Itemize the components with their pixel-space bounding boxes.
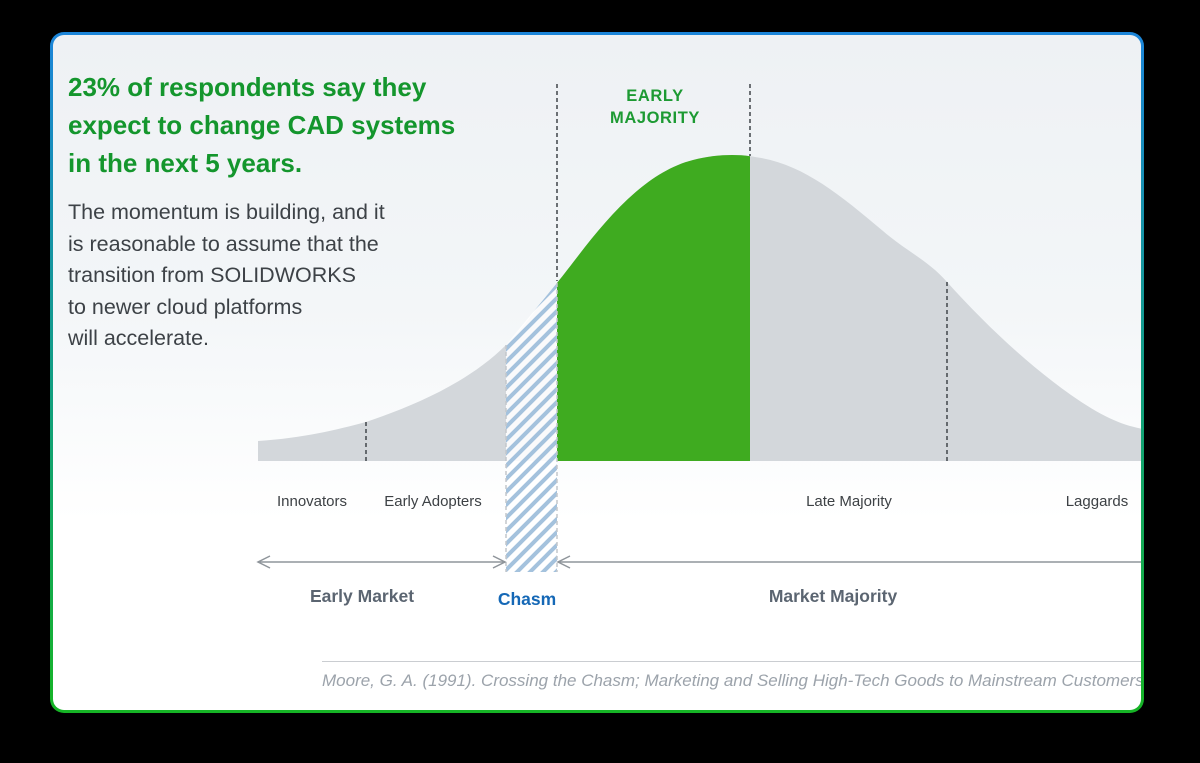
adoption-curve-diagram	[256, 84, 1141, 572]
segment-label-laggards: Laggards	[1065, 493, 1129, 510]
early-majority-annotation-line-2: MAJORITY	[609, 109, 701, 127]
chasm-label: Chasm	[497, 589, 557, 609]
headline: 23% of respondents say they expect to ch…	[68, 68, 498, 182]
segment-label-innovators: Innovators	[276, 493, 348, 510]
chasm-hatch	[506, 283, 557, 572]
slide-card: 23% of respondents say they expect to ch…	[53, 35, 1141, 710]
headline-line-3: in the next 5 years.	[68, 148, 303, 178]
body-line-1: The momentum is building, and it	[68, 200, 385, 224]
body-line-3: transition from SOLIDWORKS	[68, 263, 356, 287]
citation-divider: Moore, G. A. (1991). Crossing the Chasm;…	[322, 661, 1141, 691]
segment-label-early-adopters: Early Adopters	[384, 493, 482, 510]
citation-text: Moore, G. A. (1991). Crossing the Chasm;…	[322, 671, 1141, 690]
body-line-5: will accelerate.	[68, 326, 209, 350]
slide-card-gradient-border: 23% of respondents say they expect to ch…	[50, 32, 1144, 713]
early-market-label: Early Market	[309, 586, 415, 606]
market-majority-arrow	[556, 555, 1141, 569]
body-line-2: is reasonable to assume that the	[68, 231, 379, 256]
market-majority-label: Market Majority	[768, 586, 898, 606]
segment-label-late-majority: Late Majority	[806, 493, 892, 510]
headline-line-1: 23% of respondents say they	[68, 72, 427, 102]
body-line-4: to newer cloud platforms	[68, 294, 303, 319]
early-majority-fill	[557, 155, 750, 461]
early-majority-annotation-line-1: EARLY	[626, 87, 684, 105]
early-market-arrow	[256, 555, 507, 569]
early-majority-annotation: EARLY MAJORITY	[572, 85, 738, 129]
body-paragraph: The momentum is building, and it is reas…	[68, 197, 488, 355]
headline-line-2: expect to change CAD systems	[68, 110, 456, 140]
